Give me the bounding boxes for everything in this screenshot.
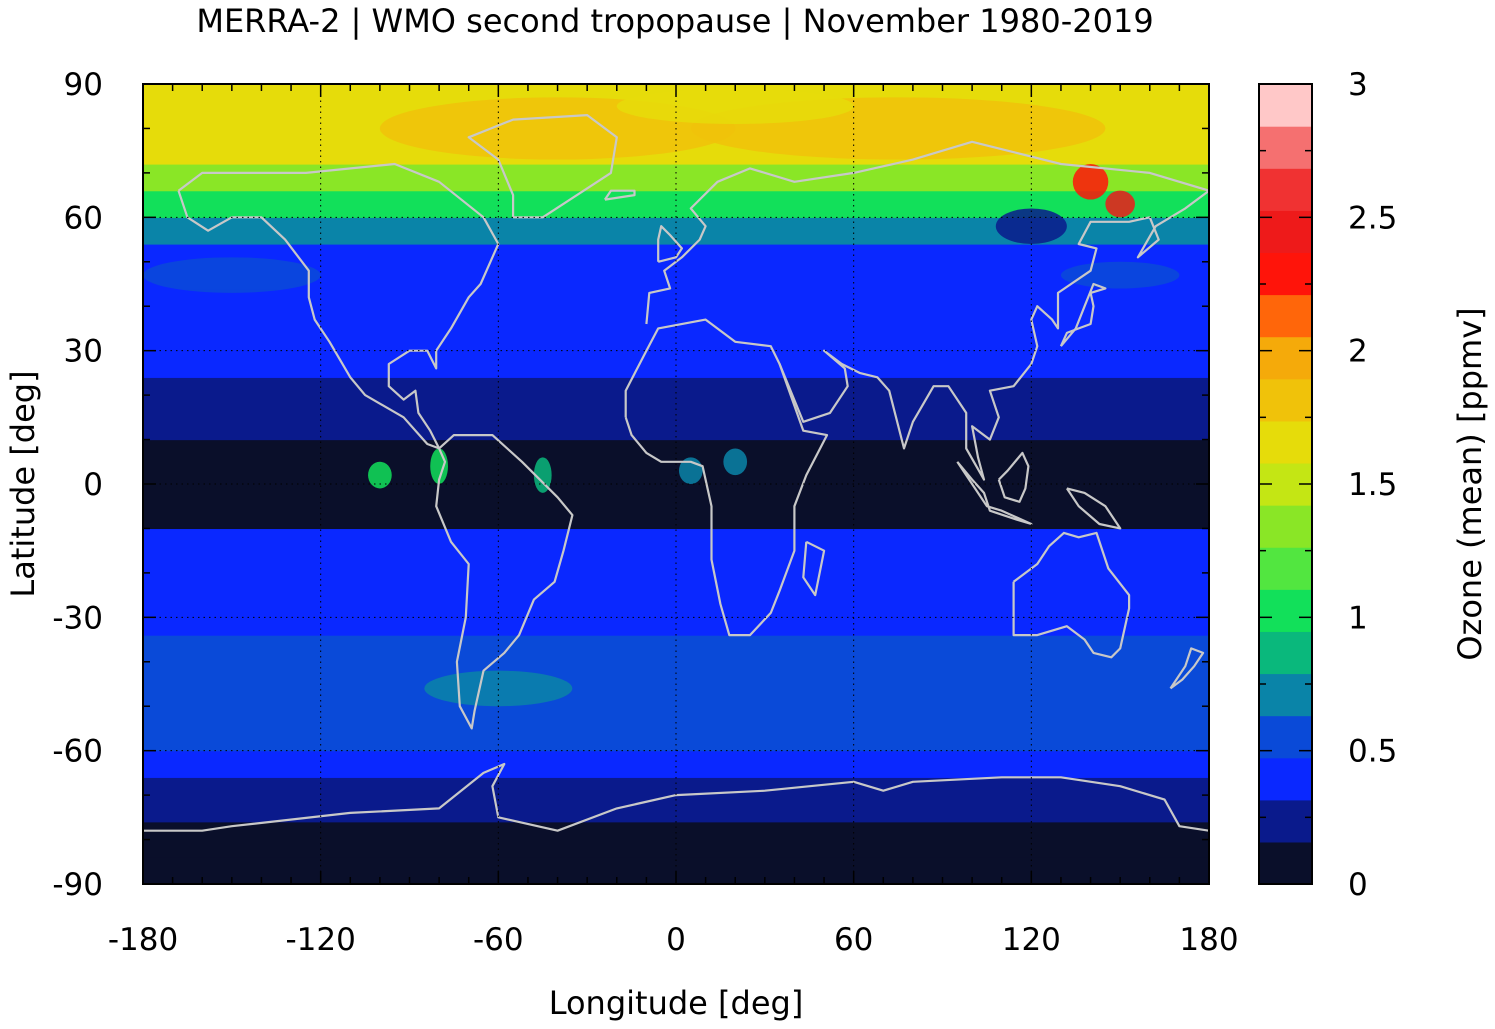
colorbar-label: Ozone (mean) [ppmv] xyxy=(1451,307,1489,660)
coastline xyxy=(956,461,1033,526)
ozone-band xyxy=(143,572,1209,636)
coastline xyxy=(1169,647,1205,690)
colorbar-segment xyxy=(1259,420,1312,464)
colorbar-segment xyxy=(1259,378,1312,422)
coastlines xyxy=(143,114,1209,832)
x-tick-label: -180 xyxy=(108,922,178,958)
colorbar-tick-label: 1.5 xyxy=(1348,467,1397,503)
ozone-feature xyxy=(1105,190,1135,218)
colorbar-tick-label: 0.5 xyxy=(1348,734,1397,770)
coastline xyxy=(624,318,829,637)
y-axis-label: Latitude [deg] xyxy=(4,370,42,597)
coastline xyxy=(1059,282,1107,347)
x-tick-label: 0 xyxy=(666,922,686,958)
ozone-band xyxy=(143,750,1209,778)
colorbar-ticks xyxy=(1259,83,1312,885)
coastline xyxy=(802,540,826,597)
y-tick-label: -60 xyxy=(52,734,103,770)
y-tick-label: 60 xyxy=(64,200,103,236)
ozone-band xyxy=(143,635,1209,716)
coastline xyxy=(1065,487,1122,530)
coastline xyxy=(997,451,1030,503)
x-tick-label: 120 xyxy=(1002,922,1061,958)
chart-title: MERRA-2 | WMO second tropopause | Novemb… xyxy=(196,2,1153,40)
colorbar-segment xyxy=(1259,715,1312,759)
y-tick-label: -30 xyxy=(52,600,103,636)
colorbar-segment xyxy=(1259,547,1312,590)
ozone-feature xyxy=(616,88,854,124)
coastline xyxy=(645,140,1209,325)
colorbar-tick-label: 1 xyxy=(1348,600,1368,636)
colorbar-segment xyxy=(1259,631,1312,675)
coastline xyxy=(603,189,636,201)
colorbar-segment xyxy=(1259,336,1312,380)
coastline xyxy=(657,225,683,263)
y-tick-labels: -90 -60 -30 0 30 60 90 xyxy=(52,67,103,903)
ozone-feature xyxy=(533,457,552,493)
colorbar-segment xyxy=(1259,126,1312,169)
colorbar-segment xyxy=(1259,84,1312,127)
colorbar-segment xyxy=(1259,799,1312,843)
x-axis-label: Longitude [deg] xyxy=(549,984,804,1022)
plot-area xyxy=(143,84,1209,884)
colorbar-tick-label: 2 xyxy=(1348,334,1368,370)
x-tick-label: -120 xyxy=(285,922,355,958)
ozone-feature xyxy=(143,257,321,293)
colorbar-segment xyxy=(1259,294,1312,338)
x-tick-labels: -180 -120 -60 0 60 120 180 xyxy=(108,922,1239,958)
coastline xyxy=(778,189,1209,481)
ozone-feature xyxy=(368,461,392,489)
colorbar-segment xyxy=(1259,589,1312,632)
colorbar-tick-label: 2.5 xyxy=(1348,200,1397,236)
y-tick-label: 30 xyxy=(64,334,103,370)
coastline xyxy=(143,762,1209,832)
coastline xyxy=(1012,531,1131,659)
x-tick-label: 60 xyxy=(834,922,873,958)
ozone-feature xyxy=(424,670,573,707)
colorbar-segment xyxy=(1259,252,1312,296)
y-tick-label: 90 xyxy=(64,67,103,103)
ozone-feature xyxy=(723,448,748,476)
colorbar-segment xyxy=(1259,168,1312,211)
coastline xyxy=(177,162,500,450)
colorbar-segment xyxy=(1259,505,1312,548)
colorbar-segment xyxy=(1259,841,1312,885)
ozone-features xyxy=(143,88,1180,707)
coastline xyxy=(467,114,618,219)
ozone-feature xyxy=(1072,164,1109,200)
colorbar-tick-labels: 0 0.5 1 1.5 2 2.5 3 xyxy=(1348,67,1397,903)
ozone-feature xyxy=(1060,261,1180,289)
colorbar-tick-label: 0 xyxy=(1348,867,1368,903)
colorbar-tick-label: 3 xyxy=(1348,67,1368,103)
y-tick-label: 0 xyxy=(83,467,103,503)
axis-ticks xyxy=(142,83,1210,885)
y-tick-label: -90 xyxy=(52,867,103,903)
colorbar-segment xyxy=(1259,757,1312,801)
coastline xyxy=(435,434,574,730)
ozone-feature xyxy=(995,208,1067,245)
colorbar-segment xyxy=(1259,673,1312,717)
x-tick-label: 180 xyxy=(1179,922,1238,958)
x-tick-label: -60 xyxy=(473,922,524,958)
gridlines xyxy=(143,84,1209,884)
